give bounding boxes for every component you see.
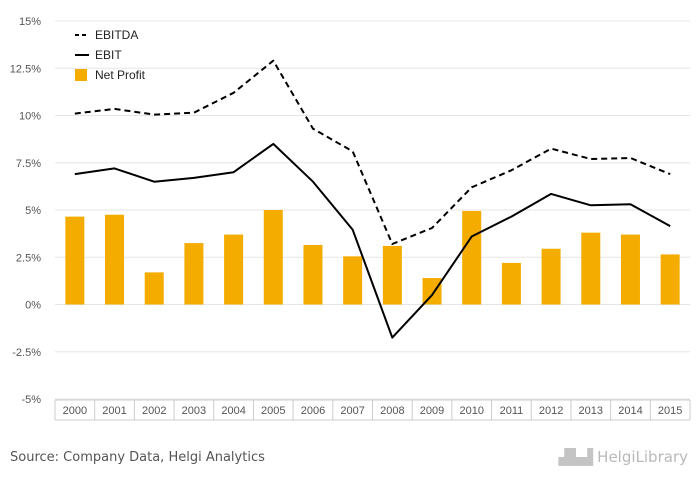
x-tick-label: 2010 <box>459 405 483 417</box>
x-tick-label: 2004 <box>221 405 245 417</box>
bar-net-profit <box>620 234 640 305</box>
bar-net-profit <box>105 214 125 305</box>
helgi-library-logo: ▟▙▟ HelgiLibrary <box>559 448 688 466</box>
bar-net-profit <box>501 262 521 305</box>
logo-text: HelgiLibrary <box>597 448 688 466</box>
bar-chart-skyline-icon: ▟▙▟ <box>558 448 594 466</box>
legend-label: EBITDA <box>95 28 138 42</box>
bar-net-profit <box>343 256 363 305</box>
bar-net-profit <box>541 248 561 305</box>
x-tick-label: 2014 <box>618 405 642 417</box>
y-tick-label: 15% <box>19 16 41 28</box>
x-tick-label: 2006 <box>301 405 325 417</box>
bar-net-profit <box>144 272 164 305</box>
legend-swatch <box>75 69 87 81</box>
bar-net-profit <box>303 244 323 305</box>
y-tick-label: 2.5% <box>16 252 41 264</box>
y-tick-label: 7.5% <box>16 158 41 170</box>
bar-net-profit <box>581 232 601 305</box>
x-tick-label: 2011 <box>500 405 524 417</box>
line-ebitda <box>74 59 671 245</box>
x-tick-label: 2013 <box>579 405 603 417</box>
bar-net-profit <box>382 245 402 305</box>
y-tick-label: -5% <box>21 394 41 406</box>
x-tick-label: 2000 <box>63 405 87 417</box>
axes: 15% 12.5% 10% 7.5% 5% 2.5% 0% -2.5% -5% 2000 2001 2… <box>10 16 691 421</box>
x-tick-label: 2001 <box>102 405 126 417</box>
source-note: Source: Company Data, Helgi Analytics <box>10 450 265 465</box>
bar-net-profit <box>263 210 283 305</box>
bars <box>65 210 680 305</box>
bar-net-profit <box>660 254 680 305</box>
legend-label: EBIT <box>95 48 122 62</box>
x-tick-label: 2002 <box>142 405 166 417</box>
series-lines <box>74 59 671 339</box>
y-tick-label: 0% <box>25 300 41 312</box>
line-ebit <box>74 142 671 339</box>
x-tick-label: 2007 <box>340 405 364 417</box>
legend: EBITDA EBIT Net Profit <box>75 28 146 82</box>
bar-net-profit <box>65 216 85 305</box>
bar-net-profit <box>462 210 482 305</box>
x-tick-label: 2012 <box>539 405 563 417</box>
y-tick-label: 5% <box>25 205 41 217</box>
bar-net-profit <box>224 234 244 305</box>
bar-net-profit <box>422 278 442 305</box>
x-tick-label: 2005 <box>261 405 285 417</box>
y-tick-label: 12.5% <box>10 63 41 75</box>
x-tick-label: 2003 <box>182 405 206 417</box>
gridlines <box>55 20 690 400</box>
bar-net-profit <box>184 243 204 305</box>
y-tick-label: 10% <box>19 111 41 123</box>
y-tick-label: -2.5% <box>12 347 41 359</box>
x-tick-label: 2015 <box>658 405 682 417</box>
x-tick-label: 2008 <box>380 405 404 417</box>
x-tick-label: 2009 <box>420 405 444 417</box>
legend-label: Net Profit <box>95 68 146 82</box>
